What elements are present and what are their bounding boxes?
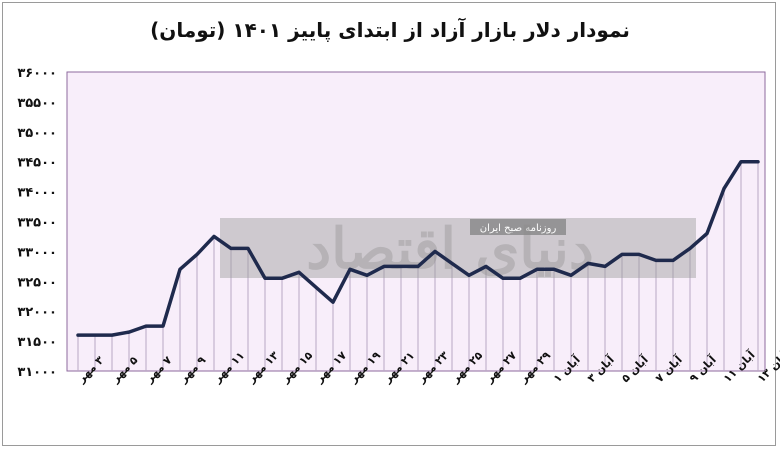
y-tick-label: ۳۴۵۰۰ (17, 156, 57, 171)
y-tick-label: ۳۱۰۰۰ (17, 365, 57, 380)
watermark-small-text: روزنامه صبح ایران (480, 223, 557, 234)
watermark-small-box (470, 219, 566, 235)
series-line (76, 159, 760, 337)
chart-title: نمودار دلار بازار آزاد از ابتدای پاییز ۱… (150, 18, 630, 42)
y-axis-ticks: ۳۱۰۰۰ ۳۱۵۰۰ ۳۲۰۰۰ ۳۲۵۰۰ ۳۳۰۰۰ ۳۳۵۰۰ ۳۴۰۰۰ ۳۴۵۰۰… (17, 66, 57, 380)
plot-area (66, 71, 766, 372)
y-tick-label: ۳۳۵۰۰ (17, 216, 57, 231)
y-tick-label: ۳۲۰۰۰ (17, 305, 57, 320)
watermark: روزنامه صبح ایران دنیای اقتصاد (220, 216, 696, 282)
y-tick-label: ۳۱۵۰۰ (17, 335, 57, 350)
y-tick-label: ۳۵۰۰۰ (17, 126, 57, 141)
y-tick-label: ۳۴۰۰۰ (17, 186, 57, 201)
y-tick-label: ۳۵۵۰۰ (17, 96, 57, 111)
y-tick-label: ۳۲۵۰۰ (17, 275, 57, 290)
y-tick-label: ۳۳۰۰۰ (17, 245, 57, 260)
drop-lines (77, 161, 759, 371)
y-tick-label: ۳۶۰۰۰ (17, 66, 57, 81)
